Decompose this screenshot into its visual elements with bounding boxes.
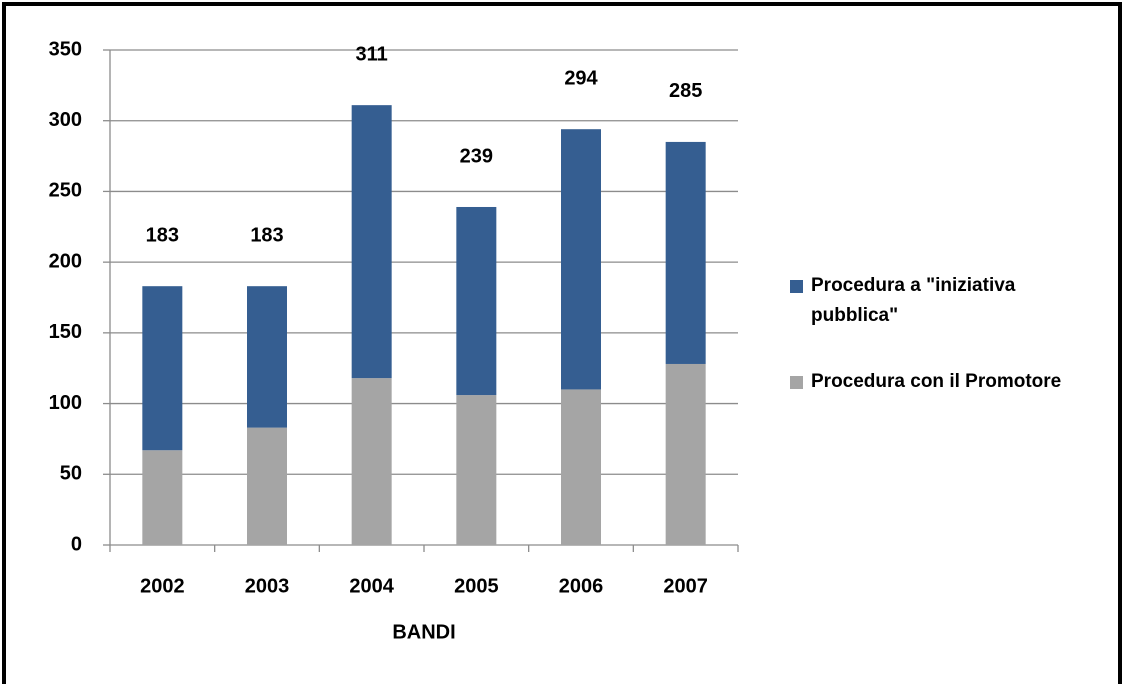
total-label: 294 [564, 67, 598, 89]
bar-segment [561, 129, 601, 390]
total-label: 311 [356, 43, 388, 65]
bar-segment [456, 395, 497, 545]
y-tick-label: 200 [49, 250, 82, 272]
bar-segment [142, 450, 183, 545]
x-tick-label: 2003 [245, 575, 290, 597]
bar-segment [665, 141, 706, 364]
legend-item: Procedura con il Promotore [790, 367, 1090, 397]
bar-segment [351, 105, 392, 379]
y-tick-label: 50 [60, 463, 82, 485]
y-tick-label: 0 [71, 533, 82, 555]
y-tick-label: 350 [49, 38, 82, 60]
total-label: 285 [669, 80, 702, 102]
total-label: 239 [460, 145, 493, 167]
y-tick-label: 100 [49, 392, 82, 414]
x-tick-label: 2006 [559, 575, 604, 597]
x-tick-label: 2004 [349, 575, 394, 597]
bar-segment [247, 427, 287, 545]
total-label: 183 [146, 224, 179, 246]
bar-segment [665, 363, 706, 545]
x-tick-label: 2002 [140, 575, 185, 597]
bar-segment [351, 378, 392, 545]
legend-label: Procedura con il Promotore [811, 371, 1062, 392]
bar-segment [247, 286, 287, 428]
y-tick-label: 250 [49, 180, 82, 202]
legend-swatch [790, 280, 803, 293]
total-label: 183 [250, 224, 283, 246]
legend-swatch [790, 376, 803, 389]
x-tick-label: 2007 [663, 575, 708, 597]
bar-segment [142, 286, 183, 451]
y-tick-label: 300 [49, 109, 82, 131]
legend-label: Procedura a "iniziativa pubblica" [811, 275, 1016, 326]
bar-segment [561, 389, 601, 545]
bar-segment [456, 206, 497, 396]
x-tick-label: 2005 [454, 575, 499, 597]
y-tick-label: 150 [49, 321, 82, 343]
legend-item: Procedura a "iniziativa pubblica" [790, 271, 1090, 331]
x-axis-label: BANDI [392, 621, 455, 643]
